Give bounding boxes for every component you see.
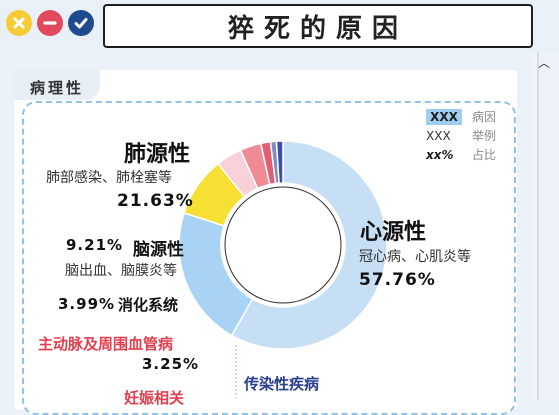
legend-key: xx% [426, 148, 454, 162]
section-tab[interactable] [14, 70, 100, 100]
page-title: 猝死的原因 [227, 13, 408, 44]
donut-chart [178, 140, 388, 398]
label-lung-pct: 21.63% [117, 191, 194, 211]
donut-slice-0 [230, 140, 388, 350]
close-icon [13, 17, 25, 29]
label-brain-pct: 9.21% [66, 236, 124, 254]
confirm-button[interactable] [68, 10, 94, 36]
minus-icon [43, 21, 57, 25]
label-heart-examples: 冠心病、心肌炎等 [359, 249, 471, 265]
label-heart-pct: 57.76% [359, 270, 436, 290]
label-aorta-name: 主动脉及周围血管病 [38, 335, 174, 353]
label-infection-name: 传染性疾病 [244, 375, 320, 393]
legend-value: 占比 [472, 148, 497, 162]
legend-key: XXX [426, 109, 462, 125]
legend-key: XXX [426, 129, 451, 143]
section-tab-label: 病理性 [30, 79, 85, 97]
legend-value: 举例 [472, 129, 497, 143]
legend-item: XXX 病因 [426, 109, 496, 125]
label-lung-name: 肺源性 [124, 142, 191, 167]
donut-hole [224, 186, 342, 304]
checkmark-icon [74, 18, 88, 29]
chevron-up-icon[interactable]: ︿ [538, 56, 551, 70]
scrollbar-track[interactable] [531, 52, 559, 400]
legend-item: XXX 举例 [426, 128, 496, 144]
label-heart-name: 心源性 [360, 220, 427, 245]
legend-item: xx% 占比 [426, 147, 496, 163]
legend-value: 病因 [472, 110, 497, 124]
label-pregnancy-name: 妊娠相关 [124, 389, 185, 407]
label-lung-examples: 肺部感染、肺栓塞等 [46, 170, 172, 186]
label-aorta-pct: 3.25% [142, 355, 200, 373]
label-brain-name: 脑源性 [133, 240, 184, 260]
label-brain-examples: 脑出血、脑膜炎等 [65, 263, 177, 279]
minimize-button[interactable] [37, 10, 63, 36]
label-digestive-name: 消化系统 [118, 296, 179, 314]
title-box: 猝死的原因 [103, 4, 533, 48]
donut-slice-7 [275, 140, 284, 184]
label-digestive-pct: 3.99% [58, 295, 116, 313]
close-button[interactable] [6, 10, 32, 36]
